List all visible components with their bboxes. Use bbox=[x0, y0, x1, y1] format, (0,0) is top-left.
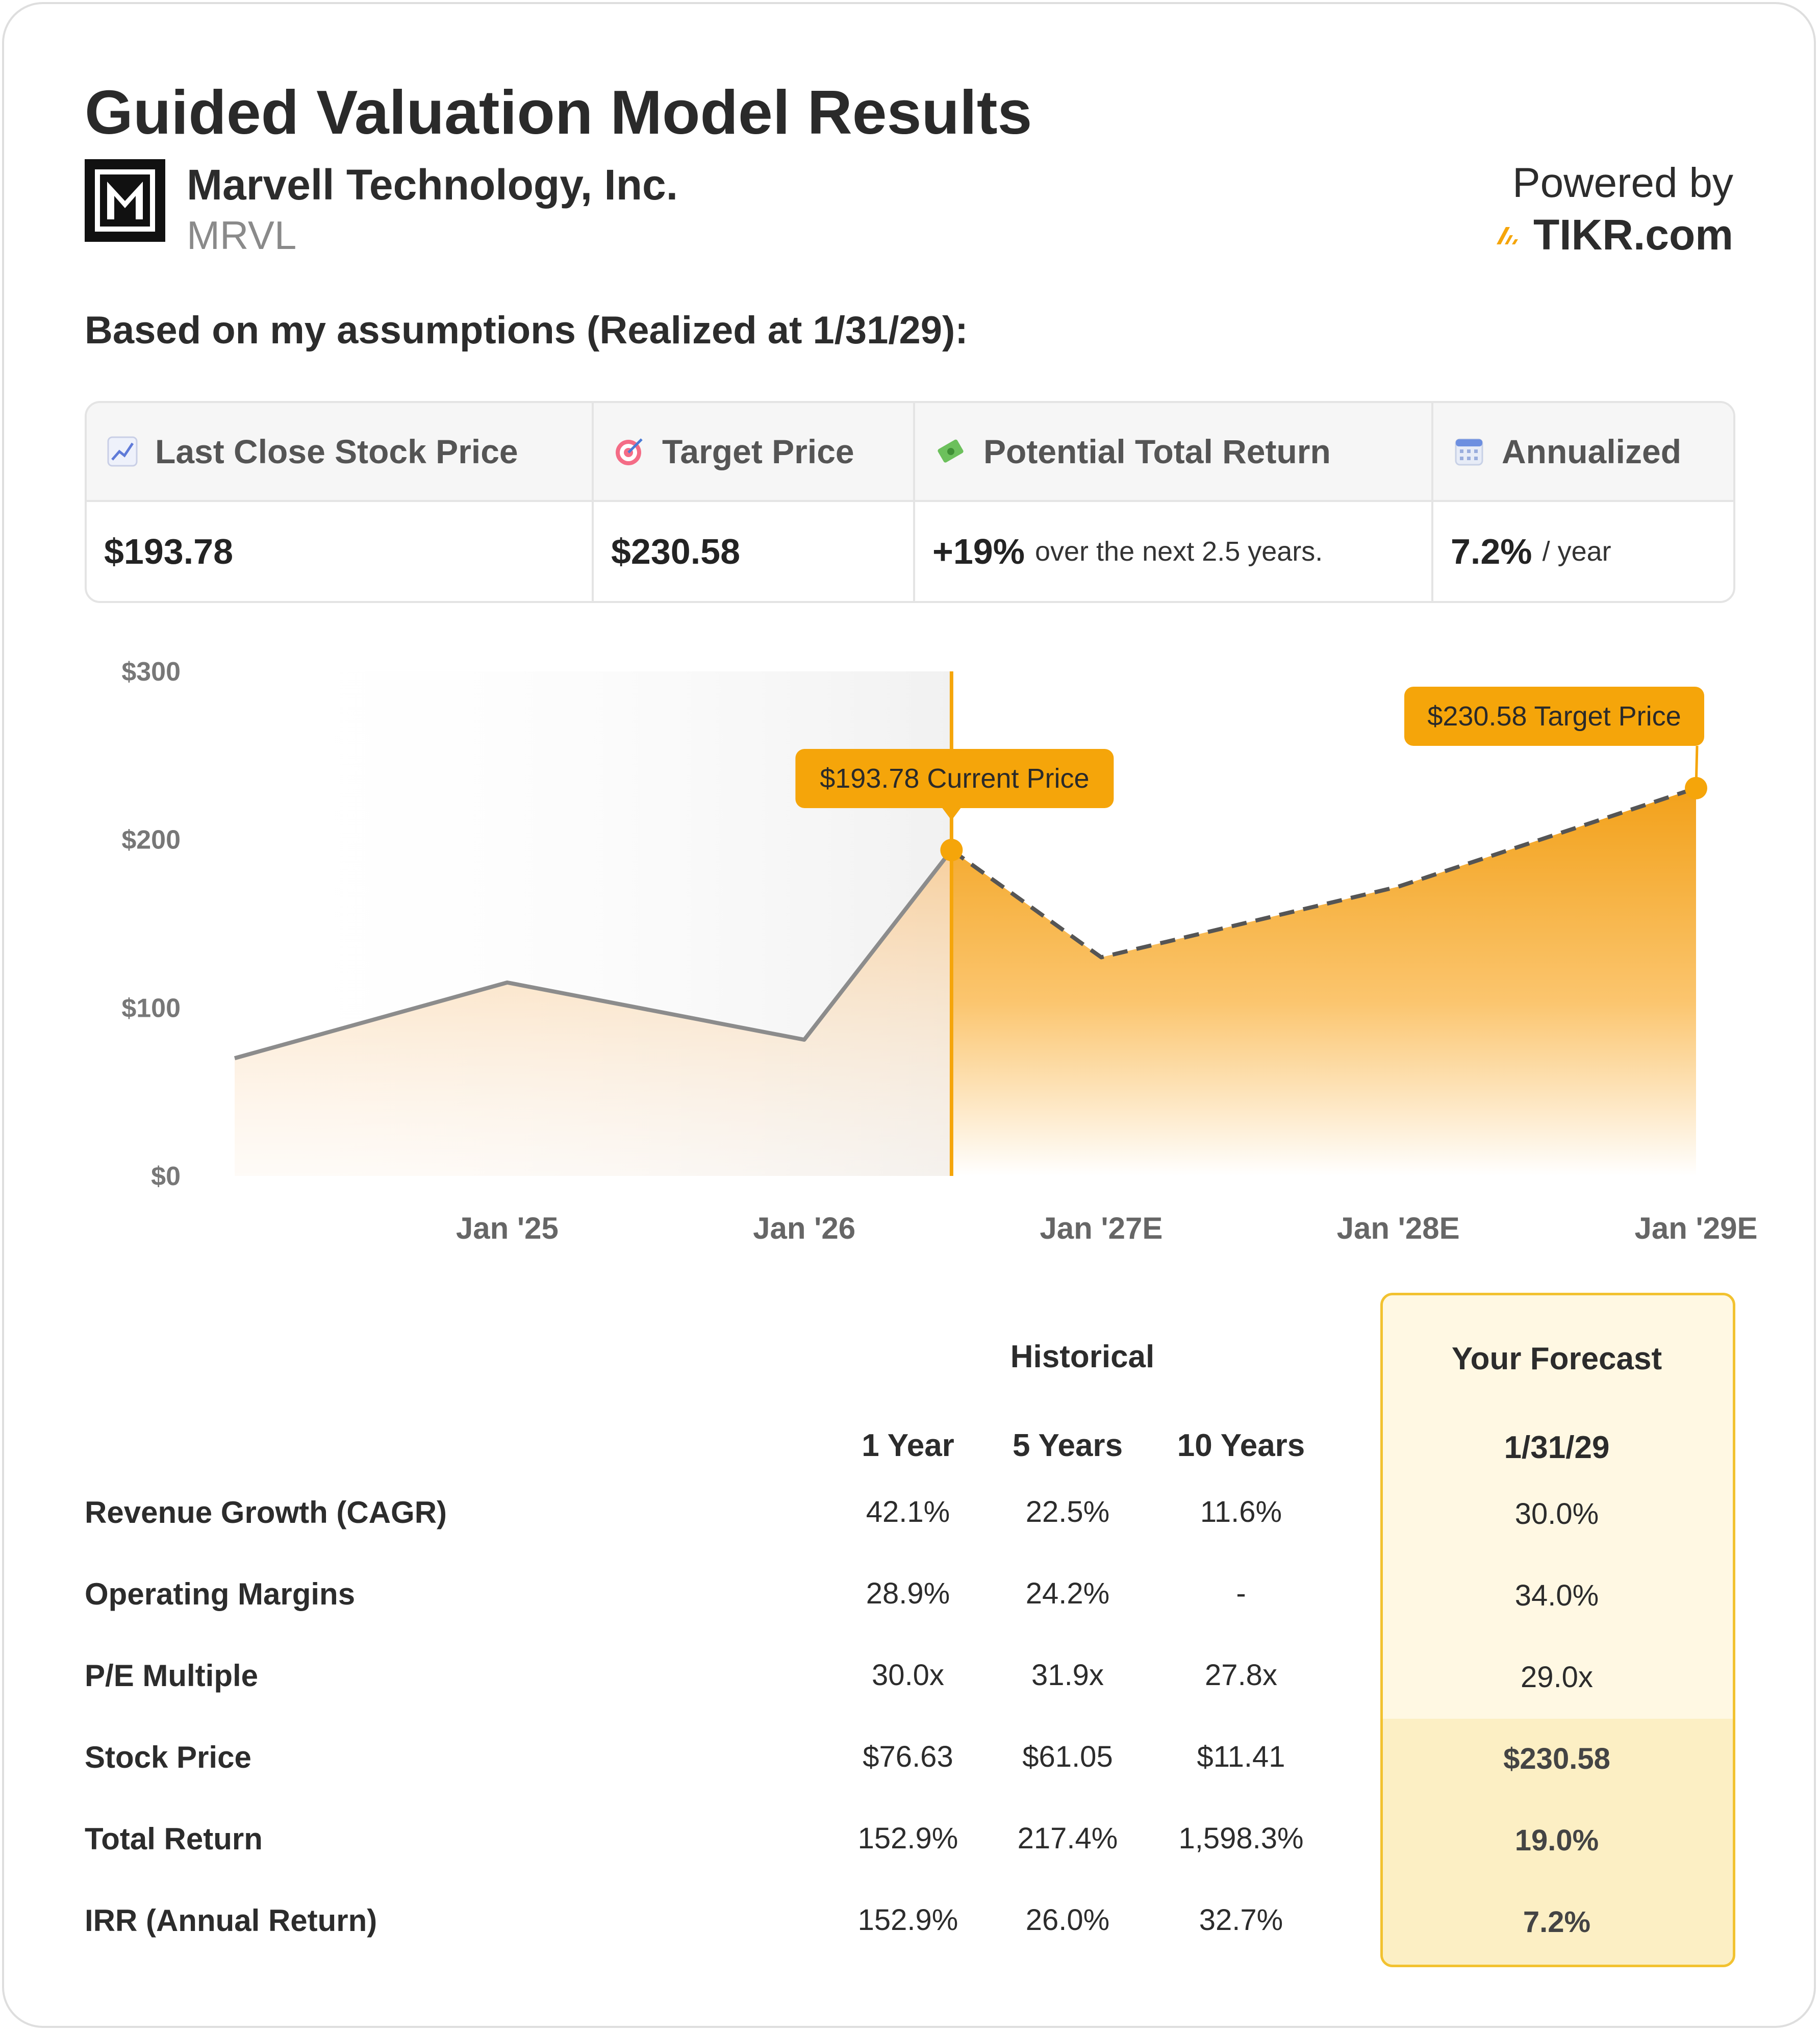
target-price-point bbox=[1685, 776, 1707, 799]
x-tick-label: Jan '28E bbox=[1337, 1211, 1460, 1245]
page-title: Guided Valuation Model Results bbox=[85, 78, 1032, 147]
tikr-brand-text: TIKR.com bbox=[1533, 211, 1733, 259]
tikr-logo-icon bbox=[1496, 227, 1518, 244]
table-cell: 27.8x bbox=[1205, 1659, 1277, 1692]
historical-area bbox=[235, 850, 952, 1176]
row-label: Operating Margins bbox=[85, 1577, 356, 1611]
forecast-cell: 34.0% bbox=[1514, 1579, 1599, 1612]
target-price-bubble bbox=[1404, 687, 1704, 746]
annualized-value: 7.2% bbox=[1451, 532, 1532, 571]
current-price-label: $193.78 Current Price bbox=[820, 763, 1089, 794]
last-close-header: Last Close Stock Price bbox=[87, 403, 592, 502]
table-cell: 152.9% bbox=[857, 1822, 958, 1855]
row-label: P/E Multiple bbox=[85, 1659, 259, 1693]
company-name: Marvell Technology, Inc. bbox=[187, 161, 678, 209]
marvell-logo-icon bbox=[85, 159, 165, 242]
annualized-note: / year bbox=[1542, 536, 1611, 567]
annualized-cell: 7.2% / year bbox=[1431, 502, 1733, 601]
x-tick-label: Jan '26 bbox=[753, 1211, 855, 1245]
calendar-icon bbox=[1455, 438, 1483, 466]
row-label: IRR (Annual Return) bbox=[85, 1903, 377, 1938]
historical-header: Historical bbox=[1010, 1339, 1155, 1374]
table-cell: 32.7% bbox=[1199, 1903, 1283, 1937]
col-forecast-date: 1/31/29 bbox=[1504, 1430, 1610, 1465]
forecast-cell: 29.0x bbox=[1521, 1661, 1593, 1694]
tikr-brand[interactable]: TIKR.com bbox=[1495, 210, 1733, 260]
powered-by-label: Powered by bbox=[1512, 160, 1733, 206]
forecast-line bbox=[950, 786, 1697, 960]
table-cell: 11.6% bbox=[1200, 1495, 1282, 1528]
table-cell: 28.9% bbox=[866, 1577, 950, 1610]
table-cell: 22.5% bbox=[1025, 1495, 1110, 1528]
x-tick-label: Jan '27E bbox=[1040, 1211, 1162, 1245]
table-cell: 152.9% bbox=[857, 1903, 958, 1937]
table-cell: 30.0x bbox=[872, 1659, 944, 1692]
historical-line bbox=[234, 848, 953, 1061]
x-tick-label: Jan '29E bbox=[1634, 1211, 1757, 1245]
last-close-value: $193.78 bbox=[104, 532, 234, 571]
forecast-cell: 30.0% bbox=[1514, 1497, 1599, 1531]
forecast-cell: 7.2% bbox=[1523, 1905, 1591, 1939]
last-close-label: Last Close Stock Price bbox=[155, 433, 518, 470]
current-price-point bbox=[940, 839, 963, 862]
table-cell: 217.4% bbox=[1017, 1822, 1118, 1855]
forecast-cell: $230.58 bbox=[1503, 1742, 1610, 1775]
target-cell: $230.58 bbox=[592, 502, 913, 601]
y-tick-label: $0 bbox=[151, 1162, 181, 1191]
target-label: Target Price bbox=[662, 433, 854, 470]
table-cell: 1,598.3% bbox=[1178, 1822, 1304, 1855]
return-label: Potential Total Return bbox=[983, 433, 1331, 470]
forecast-highlight bbox=[1383, 1719, 1733, 1965]
table-cell: 31.9x bbox=[1031, 1659, 1104, 1692]
return-cell: +19% over the next 2.5 years. bbox=[913, 502, 1431, 601]
col-5-years: 5 Years bbox=[1012, 1428, 1123, 1463]
row-label: Stock Price bbox=[85, 1740, 251, 1774]
annualized-header: Annualized bbox=[1431, 403, 1733, 502]
target-icon bbox=[616, 438, 643, 465]
col-10-years: 10 Years bbox=[1177, 1428, 1305, 1463]
row-label: Revenue Growth (CAGR) bbox=[85, 1495, 447, 1529]
y-tick-label: $300 bbox=[121, 657, 181, 687]
x-tick-label: Jan '25 bbox=[456, 1211, 559, 1245]
table-cell: 26.0% bbox=[1025, 1903, 1110, 1937]
table-cell: $61.05 bbox=[1022, 1740, 1113, 1773]
return-note: over the next 2.5 years. bbox=[1034, 536, 1323, 567]
target-price-label: $230.58 Target Price bbox=[1427, 701, 1681, 732]
y-tick-label: $100 bbox=[121, 993, 181, 1023]
y-tick-label: $200 bbox=[121, 825, 181, 855]
forecast-area bbox=[951, 788, 1696, 1176]
forecast-header: Your Forecast bbox=[1451, 1341, 1662, 1376]
table-cell: - bbox=[1236, 1577, 1246, 1610]
current-price-bubble bbox=[795, 749, 1114, 808]
table-cell: $76.63 bbox=[863, 1740, 953, 1773]
chart-increasing-icon bbox=[107, 436, 138, 467]
forecast-column bbox=[1380, 1293, 1735, 1967]
target-header: Target Price bbox=[592, 403, 913, 502]
money-wings-icon bbox=[938, 439, 964, 463]
row-label: Total Return bbox=[85, 1822, 263, 1856]
target-value: $230.58 bbox=[611, 532, 741, 571]
ticker-symbol: MRVL bbox=[187, 213, 297, 258]
col-1-year: 1 Year bbox=[862, 1428, 954, 1463]
assumptions-heading: Based on my assumptions (Realized at 1/3… bbox=[85, 309, 968, 352]
annualized-label: Annualized bbox=[1502, 433, 1682, 470]
return-header: Potential Total Return bbox=[913, 403, 1431, 502]
current-price-pointer bbox=[942, 808, 961, 820]
return-value: +19% bbox=[932, 532, 1025, 571]
table-cell: 42.1% bbox=[866, 1495, 950, 1528]
table-cell: $11.41 bbox=[1197, 1740, 1285, 1773]
last-close-cell: $193.78 bbox=[87, 502, 592, 601]
table-cell: 24.2% bbox=[1025, 1577, 1110, 1610]
forecast-cell: 19.0% bbox=[1514, 1824, 1599, 1857]
price-chart: $300 $200 $100 $0 Jan '25 Jan '26 Jan '27E Jan … bbox=[121, 657, 1757, 1245]
summary-stats-table: Last Close Stock Price Target Price Pote… bbox=[85, 401, 1735, 603]
